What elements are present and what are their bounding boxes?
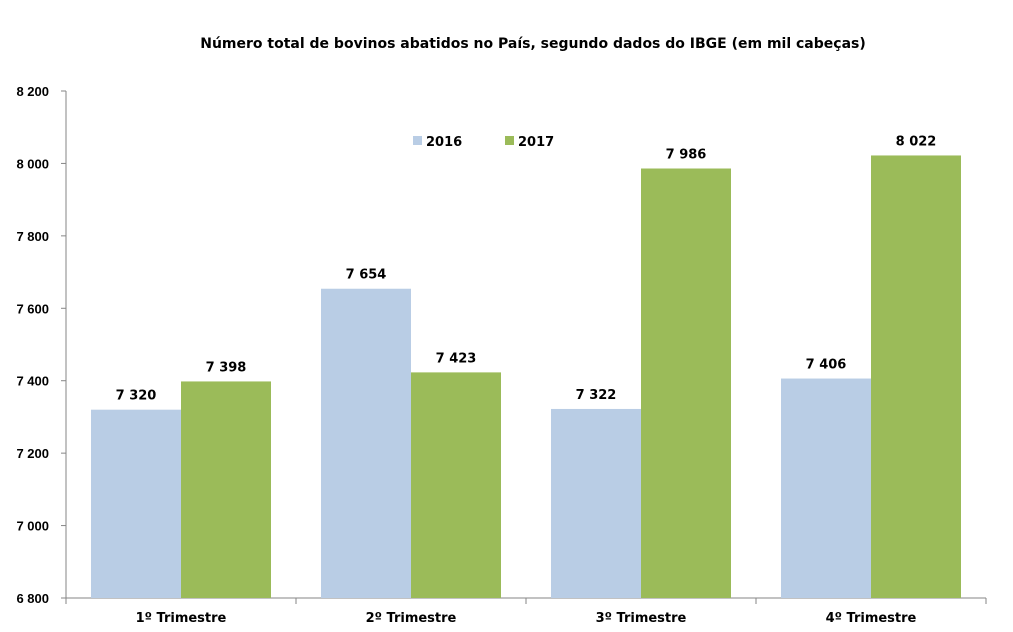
x-category-label: 4º Trimestre: [826, 611, 917, 626]
data-label-2017: 7 423: [436, 351, 477, 366]
bar-2017: [871, 155, 961, 598]
bar-2017: [181, 381, 271, 598]
data-label-2016: 7 320: [116, 389, 157, 404]
bar-2016: [781, 378, 871, 598]
legend-swatch-2016: [413, 136, 422, 145]
x-category-label: 3º Trimestre: [596, 611, 687, 626]
y-tick-label: 8 200: [16, 84, 49, 99]
legend-label-2017: 2017: [518, 135, 554, 150]
bar-2016: [91, 409, 181, 598]
data-label-2017: 7 986: [666, 147, 707, 162]
y-tick-label: 7 600: [16, 301, 49, 316]
bar-2016: [551, 408, 641, 598]
y-tick-label: 7 200: [16, 446, 49, 461]
x-category-label: 2º Trimestre: [366, 611, 457, 626]
x-category-label: 1º Trimestre: [136, 611, 227, 626]
bar-2016: [321, 288, 411, 598]
data-label-2017: 7 398: [206, 360, 247, 375]
data-label-2016: 7 406: [806, 358, 847, 373]
legend: 2016 2017: [413, 135, 554, 150]
data-label-2017: 8 022: [896, 134, 937, 149]
y-tick-label: 7 800: [16, 229, 49, 244]
y-tick-label: 6 800: [16, 591, 49, 606]
bar-2017: [641, 168, 731, 598]
data-label-2016: 7 654: [346, 268, 387, 283]
legend-label-2016: 2016: [426, 135, 462, 150]
chart-title: Número total de bovinos abatidos no País…: [200, 36, 866, 52]
y-tick-label: 8 000: [16, 156, 49, 171]
bar-2017: [411, 372, 501, 598]
data-label-2016: 7 322: [576, 388, 617, 403]
y-tick-label: 7 400: [16, 374, 49, 389]
legend-swatch-2017: [505, 136, 514, 145]
y-tick-label: 7 000: [16, 519, 49, 534]
